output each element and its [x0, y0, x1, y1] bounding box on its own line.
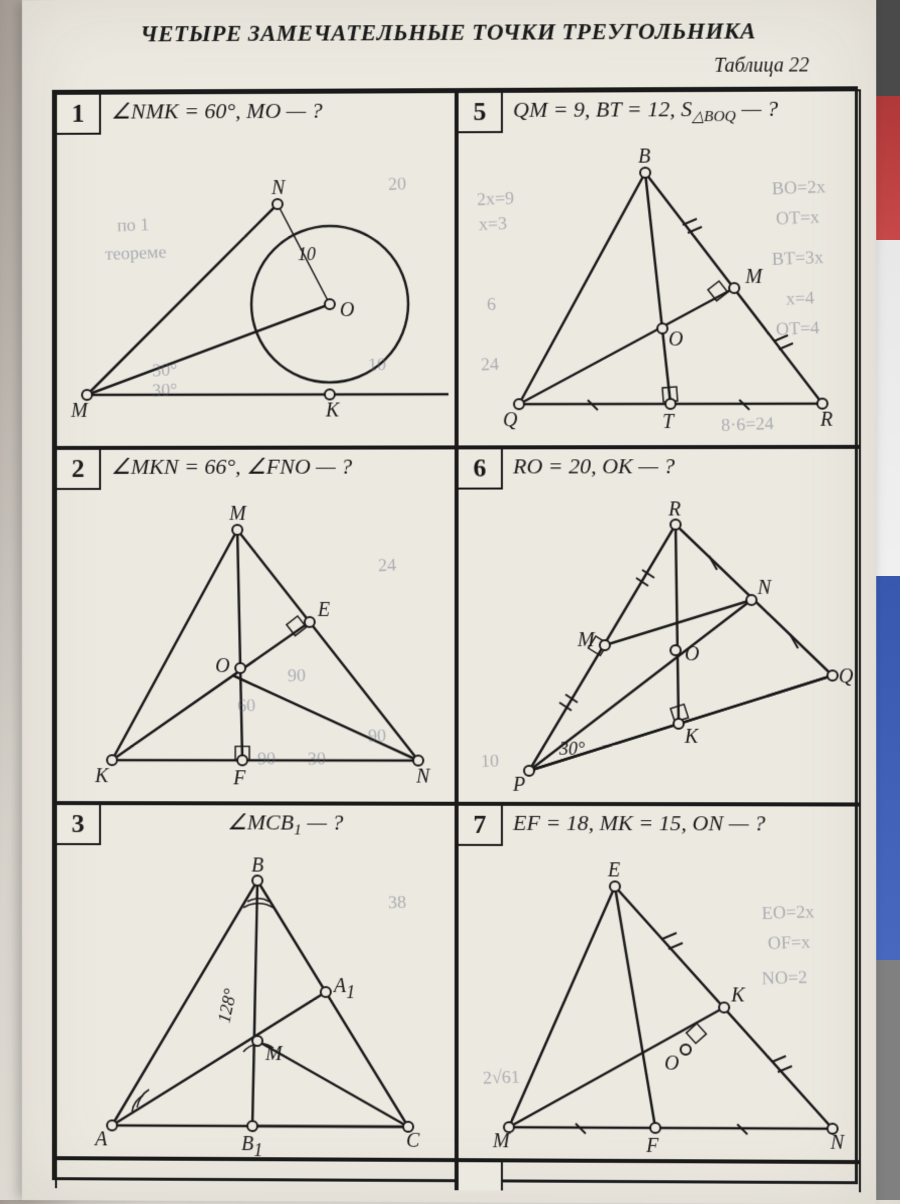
worksheet-page: ЧЕТЫРЕ ЗАМЕЧАТЕЛЬНЫЕ ТОЧКИ ТРЕУГОЛЬНИКА … — [22, 0, 876, 1204]
svg-text:K: K — [94, 765, 110, 787]
pencil-note: x=3 — [478, 213, 507, 235]
pencil-note: x=4 — [786, 287, 815, 309]
pencil-note: BO=2x — [771, 176, 826, 199]
pencil-note: 10 — [368, 354, 387, 376]
svg-text:A1: A1 — [332, 975, 355, 1002]
pencil-note: 90 — [257, 748, 276, 770]
svg-text:E: E — [317, 599, 330, 621]
svg-text:F: F — [232, 767, 246, 789]
svg-text:O: O — [668, 328, 683, 350]
cell-1: 1 ∠NMK = 60°, MO — ? M N O K 10 по 1теор… — [55, 91, 457, 448]
svg-text:A: A — [93, 1128, 108, 1150]
svg-text:R: R — [667, 498, 680, 520]
svg-text:N: N — [415, 766, 431, 788]
pencil-note: OF=x — [767, 932, 810, 954]
diagram-6: P R Q M N K O 30° — [459, 449, 863, 807]
svg-text:R: R — [819, 409, 832, 431]
svg-text:B1: B1 — [241, 1133, 262, 1160]
pencil-note: NO=2 — [761, 967, 807, 990]
svg-text:B: B — [638, 146, 650, 168]
pencil-note: 38 — [388, 892, 407, 914]
svg-text:N: N — [829, 1132, 845, 1154]
cell-6: 6 RO = 20, OK — ? PRQ MN — [457, 447, 861, 805]
angle-128: 128° — [214, 987, 241, 1025]
svg-text:P: P — [512, 774, 525, 796]
pencil-note: BT=3x — [771, 247, 824, 270]
pencil-note: EO=2x — [761, 901, 815, 924]
svg-text:M: M — [228, 503, 247, 525]
pencil-note: 24 — [378, 555, 397, 577]
svg-text:B: B — [251, 855, 263, 877]
svg-text:K: K — [730, 984, 746, 1006]
svg-text:M: M — [492, 1130, 511, 1152]
pencil-note: OT=4 — [775, 317, 819, 340]
pencil-note: 30° — [152, 359, 178, 381]
cell-3: 3 ∠MCB1 — ? ABC A1 B1 M — [55, 803, 457, 1160]
pencil-note: теореме — [105, 241, 167, 264]
angle-30: 30° — [558, 739, 584, 759]
problem-grid: 1 ∠NMK = 60°, MO — ? M N O K 10 по 1теор… — [52, 86, 858, 1184]
svg-text:O: O — [685, 643, 700, 665]
diagram-5: Q B R T M O — [459, 91, 863, 449]
svg-text:M: M — [264, 1043, 283, 1065]
svg-text:K: K — [684, 726, 700, 748]
binding-stripes — [876, 0, 900, 1200]
pencil-note: 60 — [237, 695, 256, 717]
cell-5: 5 QM = 9, BT = 12, S△BOQ — ? QBR TMO — [457, 89, 861, 447]
svg-text:K: K — [325, 399, 341, 421]
pencil-note: по 1 — [117, 214, 150, 236]
svg-text:M: M — [70, 400, 89, 422]
svg-text:N: N — [757, 577, 773, 599]
pencil-note: 20 — [388, 173, 407, 195]
svg-text:O: O — [215, 655, 229, 677]
pencil-note: 24 — [480, 354, 499, 376]
svg-text:Q: Q — [503, 409, 518, 431]
table-label: Таблица 22 — [714, 54, 809, 78]
pencil-note: 6 — [486, 294, 496, 315]
pencil-note: 90 — [368, 725, 387, 747]
svg-text:O: O — [664, 1053, 679, 1075]
svg-text:M: M — [577, 629, 596, 651]
svg-text:O: O — [340, 299, 355, 321]
diagram-3: A B C A1 B1 M 128° — [57, 805, 459, 1162]
svg-text:N: N — [270, 177, 286, 199]
cell-number — [457, 1160, 503, 1190]
pencil-note: OT=x — [775, 207, 819, 230]
svg-text:C: C — [406, 1130, 420, 1152]
diagram-1: M N O K 10 — [57, 93, 459, 450]
pencil-note: 90 — [287, 665, 306, 687]
svg-text:E: E — [607, 859, 620, 881]
cell-2: 2 ∠MKN = 66°, ∠FNO — ? KMN FEO 246090903… — [55, 447, 457, 803]
pencil-note: 30° — [152, 379, 178, 401]
radius-value: 10 — [298, 244, 316, 264]
pencil-note: 10 — [480, 750, 499, 772]
cell-partial-bottom-right — [457, 1160, 861, 1192]
svg-text:T: T — [662, 411, 675, 433]
cell-7: 7 EF = 18, MK = 15, ON — ? MEN FKO EO=2x… — [457, 804, 861, 1162]
svg-text:F: F — [645, 1135, 659, 1157]
cell-partial-bottom-left — [55, 1158, 457, 1190]
page-title: ЧЕТЫРЕ ЗАМЕЧАТЕЛЬНЫЕ ТОЧКИ ТРЕУГОЛЬНИКА — [22, 18, 876, 48]
pencil-note: 8·6=24 — [721, 413, 775, 436]
svg-text:M: M — [744, 266, 763, 288]
pencil-note: 30 — [307, 748, 326, 770]
pencil-note: 2√61 — [482, 1066, 520, 1088]
pencil-note: 2x=9 — [476, 188, 514, 211]
svg-text:Q: Q — [839, 665, 854, 687]
